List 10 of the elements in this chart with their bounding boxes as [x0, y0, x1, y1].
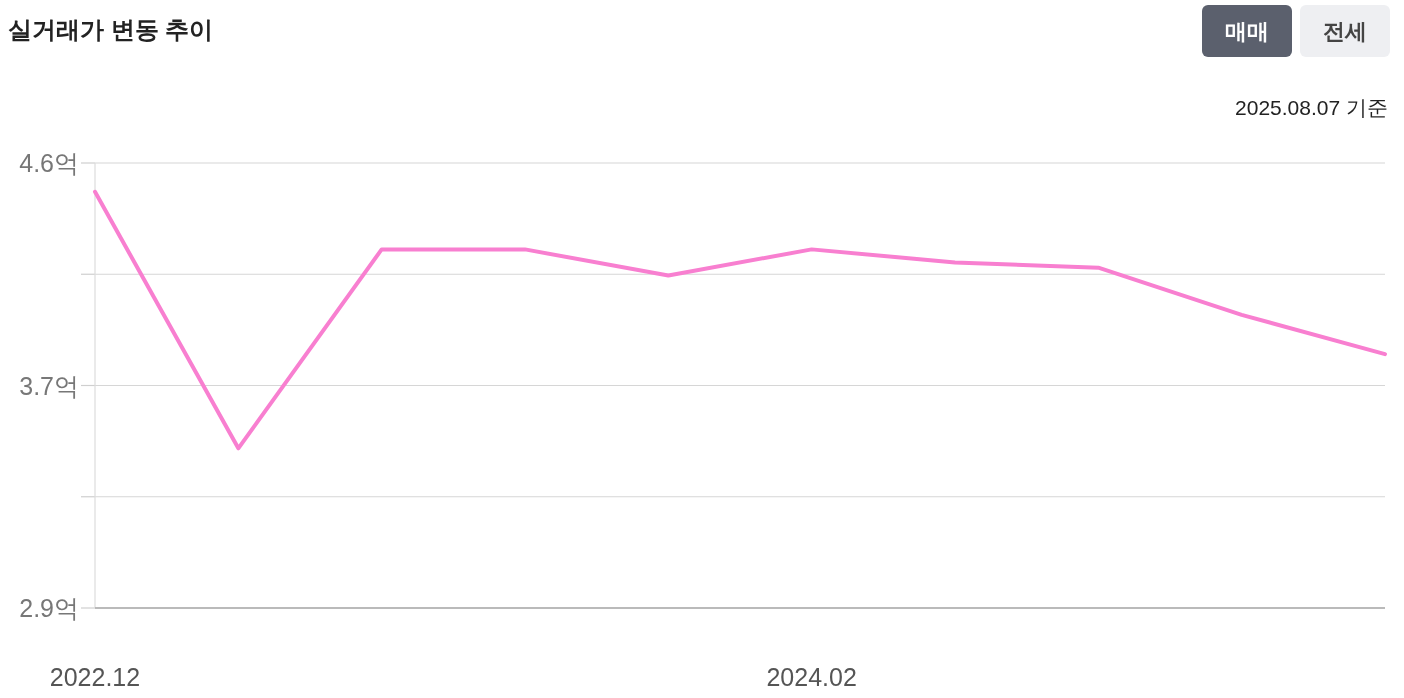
- chart-subtitle: 2025.08.07 기준: [1235, 96, 1388, 119]
- line-series: [93, 189, 1387, 451]
- x-tick-label: 2022.12: [49, 663, 141, 691]
- y-tick-label: 4.6억: [19, 149, 79, 177]
- button: 매매: [1202, 5, 1292, 57]
- button: 전세: [1300, 5, 1390, 57]
- chart-title: 실거래가 변동 추이: [8, 16, 214, 43]
- y-tick-label: 3.7억: [19, 371, 79, 400]
- x-tick-label: 2024.02: [766, 663, 857, 691]
- y-tick-label: 2.9억: [19, 594, 79, 622]
